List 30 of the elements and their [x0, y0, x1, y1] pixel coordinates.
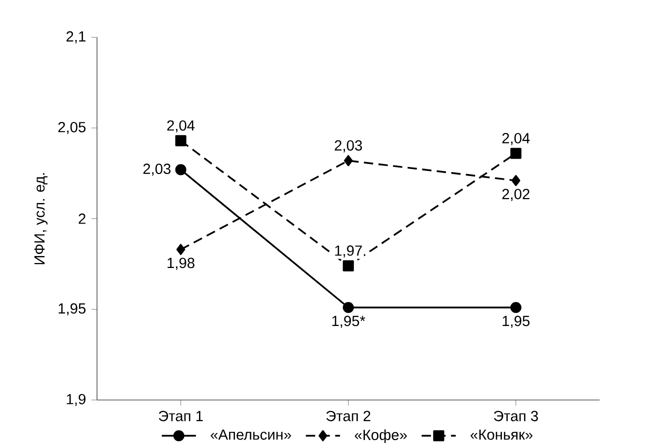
data-label: 1,98: [168, 258, 194, 270]
x-tick-label: Этап 3: [494, 410, 538, 422]
legend-label: «Апельсин»: [210, 430, 292, 440]
data-label: 1,95: [502, 316, 530, 328]
point: [510, 148, 522, 159]
y-tick-label: 2: [78, 214, 86, 224]
x-tick-label: Этап 2: [326, 410, 370, 422]
x-tick-label: Этап 1: [158, 410, 203, 422]
legend-label: «Кофе»: [354, 429, 407, 443]
data-label: 2,03: [334, 140, 362, 152]
data-label: 2,04: [167, 120, 195, 132]
point: [176, 244, 186, 256]
legend-label: «Коньяк»: [470, 430, 532, 440]
point: [175, 164, 186, 176]
data-label: 1,95*: [332, 316, 366, 328]
point: [512, 175, 520, 186]
y-tick-label: 1,9: [66, 394, 86, 406]
data-label: 2,02: [502, 188, 530, 201]
data-label: 2,03: [143, 164, 171, 176]
data-label: 1,97: [335, 245, 362, 258]
data-label: 2,04: [502, 133, 530, 146]
y-tick-label: 2,05: [58, 122, 86, 134]
point: [344, 155, 353, 166]
point: [175, 135, 186, 146]
y-tick-label: 1,95: [58, 303, 86, 316]
y-tick-label: 2,1: [66, 31, 86, 44]
point: [342, 302, 354, 314]
point: [510, 302, 522, 314]
point: [342, 260, 354, 272]
y-axis-title: ИФИ, усл. ед.: [34, 173, 48, 264]
